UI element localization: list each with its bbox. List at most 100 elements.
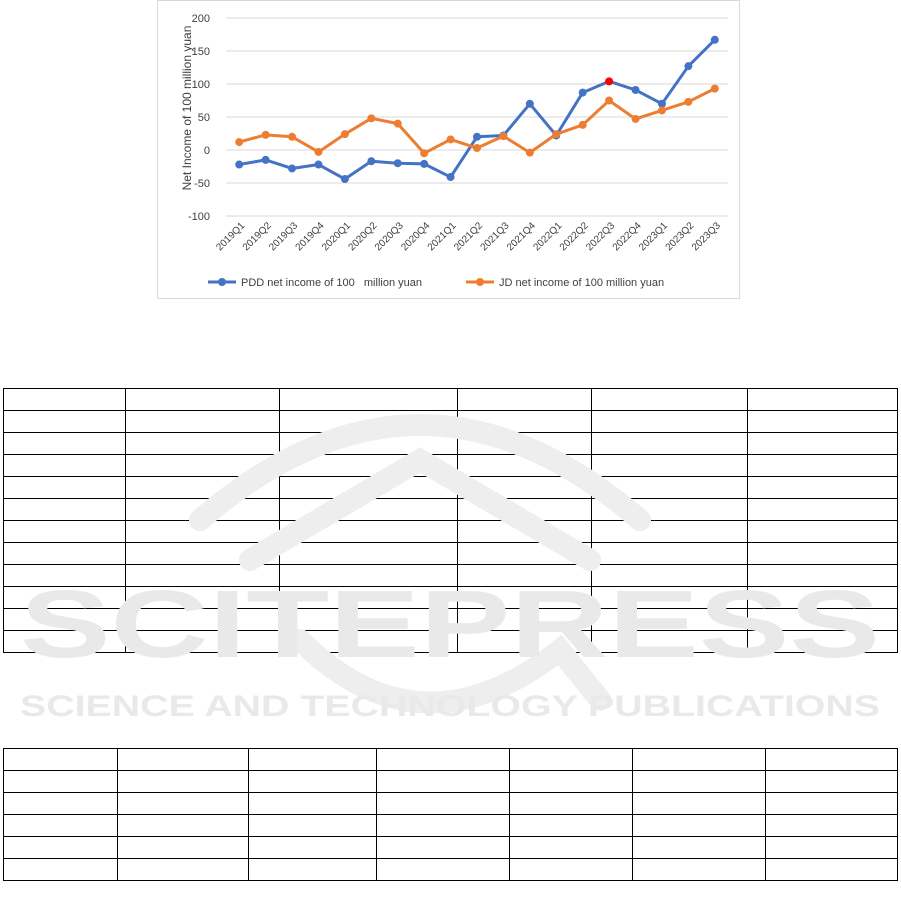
y-tick-label: 150 <box>192 46 210 58</box>
table-cell <box>3 792 118 815</box>
table-row <box>3 858 898 881</box>
table-cell <box>747 454 898 477</box>
table-row <box>3 410 898 433</box>
table-cell <box>125 454 280 477</box>
table-cell <box>765 814 898 837</box>
table-cell <box>3 520 126 543</box>
data-point <box>235 138 244 147</box>
table-row <box>3 476 898 499</box>
data-point <box>552 130 561 139</box>
table-cell <box>747 630 898 653</box>
data-point <box>314 147 323 156</box>
data-point <box>340 130 349 139</box>
legend: PDD net income of 100 million yuan JD ne… <box>208 277 664 289</box>
table-cell <box>376 748 510 771</box>
table-cell <box>591 608 748 631</box>
data-point <box>578 88 587 97</box>
table-cell <box>632 836 766 859</box>
data-point <box>314 160 323 169</box>
table-cell <box>376 858 510 881</box>
table-cell <box>509 814 633 837</box>
table-cell <box>3 836 118 859</box>
table-bottom <box>3 748 898 881</box>
table-cell <box>3 564 126 587</box>
table-top <box>3 388 898 653</box>
table-cell <box>457 542 592 565</box>
table-cell <box>3 748 118 771</box>
table-cell <box>3 542 126 565</box>
table-cell <box>457 476 592 499</box>
legend-label-jd: JD net income of 100 million yuan <box>499 277 664 289</box>
y-tick-label: 100 <box>192 79 210 91</box>
table-cell <box>457 432 592 455</box>
table-cell <box>248 792 377 815</box>
table-cell <box>509 792 633 815</box>
table-cell <box>279 432 458 455</box>
table-cell <box>457 410 592 433</box>
data-point <box>420 159 429 168</box>
table-cell <box>125 432 280 455</box>
table-cell <box>117 858 249 881</box>
table-row <box>3 770 898 793</box>
table-cell <box>457 586 592 609</box>
data-point <box>235 160 244 169</box>
table-cell <box>3 498 126 521</box>
data-point <box>657 106 666 115</box>
table-cell <box>632 814 766 837</box>
table-cell <box>747 410 898 433</box>
table-cell <box>125 630 280 653</box>
table-cell <box>591 520 748 543</box>
table-cell <box>765 836 898 859</box>
table-cell <box>125 520 280 543</box>
legend-marker-pdd <box>218 278 226 286</box>
table-cell <box>125 608 280 631</box>
table-cell <box>125 586 280 609</box>
data-point <box>499 132 508 141</box>
table-cell <box>248 748 377 771</box>
data-point <box>393 159 402 168</box>
table-cell <box>279 608 458 631</box>
data-point <box>340 175 349 184</box>
data-point <box>261 130 270 139</box>
y-tick-label: 50 <box>198 112 210 124</box>
table-row <box>3 748 898 771</box>
data-point <box>605 96 614 105</box>
table-cell <box>125 542 280 565</box>
table-cell <box>376 770 510 793</box>
data-point <box>710 84 719 93</box>
table-row <box>3 388 898 411</box>
table-cell <box>632 748 766 771</box>
data-point <box>578 120 587 129</box>
data-point <box>473 144 481 153</box>
table-cell <box>279 476 458 499</box>
table-cell <box>747 564 898 587</box>
table-cell <box>747 542 898 565</box>
data-point <box>525 99 534 108</box>
table-cell <box>591 564 748 587</box>
table-cell <box>591 630 748 653</box>
table-cell <box>747 498 898 521</box>
data-point <box>525 148 534 157</box>
table-row <box>3 542 898 565</box>
series-line-1 <box>238 87 716 155</box>
table-cell <box>3 410 126 433</box>
table-cell <box>457 564 592 587</box>
table-cell <box>591 454 748 477</box>
data-point <box>710 35 719 44</box>
data-point <box>367 157 376 166</box>
table-cell <box>3 814 118 837</box>
table-cell <box>747 388 898 411</box>
table-row <box>3 498 898 521</box>
table-row <box>3 586 898 609</box>
table-row <box>3 608 898 631</box>
table-cell <box>125 388 280 411</box>
table-cell <box>747 586 898 609</box>
table-cell <box>747 520 898 543</box>
data-point <box>420 149 429 158</box>
series-line-0 <box>238 38 716 181</box>
table-cell <box>457 630 592 653</box>
table-cell <box>125 476 280 499</box>
table-cell <box>632 770 766 793</box>
table-cell <box>509 748 633 771</box>
table-cell <box>747 432 898 455</box>
